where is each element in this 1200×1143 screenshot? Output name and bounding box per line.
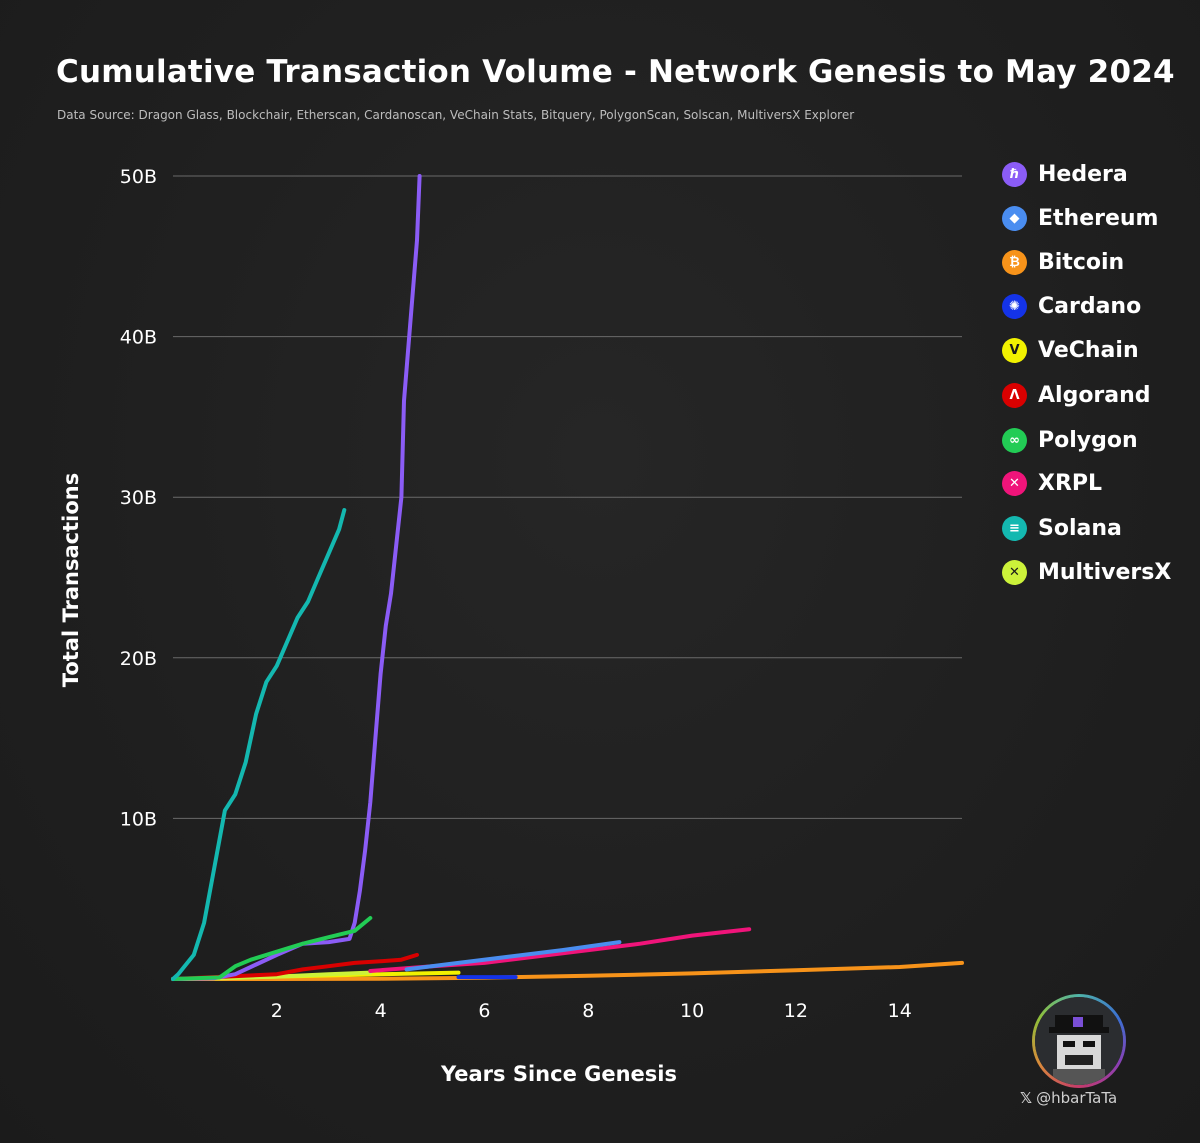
x-tick-label: 12	[784, 1000, 808, 1022]
legend-label: Bitcoin	[1038, 249, 1125, 275]
pixel-avatar-icon	[1035, 997, 1123, 1085]
chart-title: Cumulative Transaction Volume - Network …	[56, 54, 1175, 90]
legend-item-solana: ≡ Solana	[1002, 510, 1122, 546]
y-tick-label: 10B	[120, 808, 157, 830]
avatar	[1032, 994, 1126, 1088]
y-tick-label: 30B	[120, 487, 157, 509]
x-tick-label: 14	[888, 1000, 912, 1022]
x-tick-label: 2	[271, 1000, 283, 1022]
y-tick-label: 20B	[120, 648, 157, 670]
hedera-icon: ℏ	[1002, 161, 1027, 187]
algorand-icon: Λ	[1002, 382, 1027, 408]
legend-label: VeChain	[1038, 337, 1139, 363]
grid-lines	[173, 175, 962, 819]
x-tick-label: 8	[582, 1000, 594, 1022]
legend-item-polygon: ∞ Polygon	[1002, 422, 1138, 458]
legend-item-algorand: Λ Algorand	[1002, 377, 1151, 413]
x-tick-labels: 2 4 6 8 10 12 14	[271, 1000, 912, 1022]
x-tick-label: 10	[680, 1000, 704, 1022]
legend-item-multiversx: ✕ MultiversX	[1002, 554, 1171, 590]
legend-item-cardano: ✺ Cardano	[1002, 288, 1141, 324]
legend-label: Cardano	[1038, 293, 1142, 319]
handle-text: @hbarTaTa	[1036, 1089, 1118, 1107]
legend-label: Polygon	[1038, 427, 1138, 453]
series-line-hedera	[171, 174, 422, 981]
legend-label: XRPL	[1038, 470, 1103, 496]
y-tick-label: 50B	[120, 166, 157, 188]
y-tick-labels: 10B 20B 30B 40B 50B	[120, 166, 157, 830]
author-handle[interactable]: 𝕏 @hbarTaTa	[1020, 1089, 1117, 1107]
multiversx-icon: ✕	[1002, 559, 1027, 585]
y-tick-label: 40B	[120, 327, 157, 349]
legend-label: Hedera	[1038, 161, 1128, 187]
x-tick-label: 4	[375, 1000, 387, 1022]
series-lines	[171, 174, 964, 981]
legend-label: Algorand	[1038, 382, 1151, 408]
legend-item-bitcoin: ₿ Bitcoin	[1002, 244, 1124, 280]
legend-label: Ethereum	[1038, 205, 1159, 231]
legend-item-vechain: V VeChain	[1002, 332, 1139, 368]
ethereum-icon: ◆	[1002, 205, 1027, 231]
polygon-icon: ∞	[1002, 427, 1027, 453]
y-axis-label: Total Transactions	[59, 473, 83, 687]
x-logo-icon: 𝕏	[1020, 1089, 1033, 1107]
legend-item-hedera: ℏ Hedera	[1002, 156, 1128, 192]
legend-item-ethereum: ◆ Ethereum	[1002, 200, 1158, 236]
series-line-bitcoin	[171, 960, 964, 981]
bitcoin-icon: ₿	[1002, 249, 1027, 275]
legend-item-xrpl: ✕ XRPL	[1002, 465, 1102, 501]
xrpl-icon: ✕	[1002, 470, 1027, 496]
series-line-solana	[171, 508, 347, 981]
series-line-polygon	[171, 916, 373, 981]
cardano-icon: ✺	[1002, 293, 1027, 319]
legend-label: MultiversX	[1038, 559, 1172, 585]
series-line-algorand	[171, 952, 419, 981]
series-line-ethereum	[404, 940, 622, 972]
vechain-icon: V	[1002, 337, 1027, 363]
x-axis-label: Years Since Genesis	[440, 1062, 677, 1086]
solana-icon: ≡	[1002, 515, 1027, 541]
x-tick-label: 6	[478, 1000, 490, 1022]
chart-subtitle: Data Source: Dragon Glass, Blockchair, E…	[57, 108, 855, 122]
legend-label: Solana	[1038, 515, 1122, 541]
